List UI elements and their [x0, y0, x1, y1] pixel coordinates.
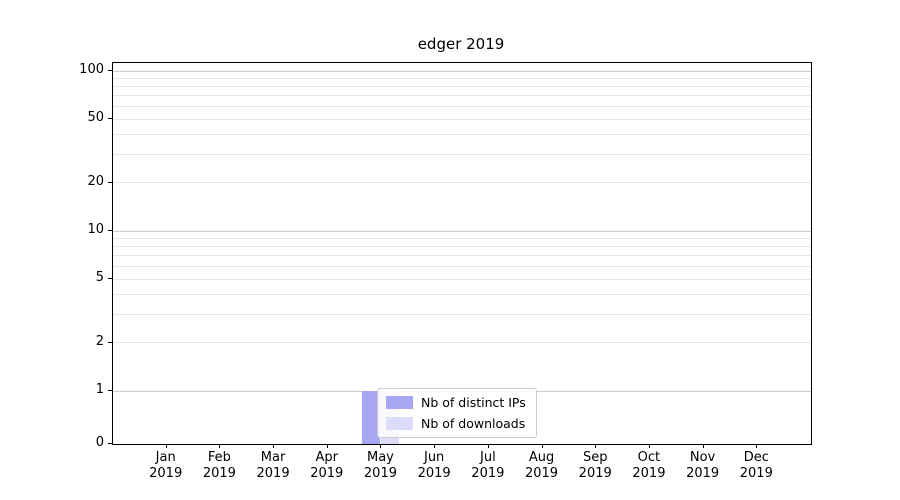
- x-tick-label-jul-2019: Jul 2019: [471, 450, 505, 481]
- gridline-y-10: [113, 230, 811, 232]
- x-tick-mark-feb-2019: [219, 444, 221, 448]
- legend-swatch-distinct-ips-icon: [386, 396, 413, 409]
- gridline-y-100: [113, 70, 811, 72]
- gridline-y-20: [113, 182, 811, 184]
- gridline-y-60: [113, 105, 811, 107]
- x-tick-label-mar-2019: Mar 2019: [256, 450, 290, 481]
- x-tick-mark-dec-2019: [756, 444, 758, 448]
- y-tick-label-0: 0: [95, 435, 104, 450]
- gridline-y-6: [113, 265, 811, 267]
- x-tick-mark-aug-2019: [541, 444, 543, 448]
- x-tick-label-apr-2019: Apr 2019: [310, 450, 344, 481]
- y-tick-mark-5: [108, 278, 112, 280]
- gridline-y-50: [113, 118, 811, 120]
- legend-label-downloads: Nb of downloads: [421, 416, 526, 431]
- x-tick-mark-apr-2019: [326, 444, 328, 448]
- x-tick-mark-mar-2019: [273, 444, 275, 448]
- gridline-y-5: [113, 278, 811, 280]
- y-tick-label-1: 1: [95, 382, 104, 397]
- y-tick-mark-20: [108, 181, 112, 183]
- x-tick-label-nov-2019: Nov 2019: [686, 450, 720, 481]
- legend: Nb of distinct IPs Nb of downloads: [377, 388, 537, 438]
- x-tick-mark-jan-2019: [165, 444, 167, 448]
- x-tick-label-feb-2019: Feb 2019: [202, 450, 236, 481]
- x-tick-mark-sep-2019: [595, 444, 597, 448]
- x-tick-label-aug-2019: Aug 2019: [524, 450, 559, 481]
- gridline-y-70: [113, 95, 811, 97]
- gridline-y-90: [113, 77, 811, 79]
- legend-swatch-downloads-icon: [386, 417, 413, 430]
- gridline-y-30: [113, 154, 811, 156]
- y-tick-mark-100: [108, 70, 112, 71]
- gridline-y-4: [113, 294, 811, 296]
- x-tick-label-oct-2019: Oct 2019: [632, 450, 666, 481]
- x-tick-label-may-2019: May 2019: [363, 450, 397, 481]
- x-tick-label-jan-2019: Jan 2019: [149, 450, 183, 481]
- x-tick-label-jun-2019: Jun 2019: [417, 450, 451, 481]
- x-tick-label-dec-2019: Dec 2019: [739, 450, 773, 481]
- y-tick-mark-0: [108, 443, 112, 444]
- y-tick-mark-50: [108, 118, 112, 120]
- gridline-y-80: [113, 86, 811, 87]
- y-tick-label-2: 2: [95, 333, 104, 349]
- legend-item-distinct-ips: Nb of distinct IPs: [386, 395, 526, 410]
- chart-title: edger 2019: [417, 35, 505, 53]
- y-tick-label-100: 100: [79, 62, 104, 77]
- y-tick-label-10: 10: [87, 222, 104, 237]
- x-tick-mark-jul-2019: [487, 444, 489, 448]
- bar-nb-of-distinct-ips-may-2019: [362, 391, 381, 444]
- x-tick-label-sep-2019: Sep 2019: [578, 450, 612, 481]
- x-tick-mark-may-2019: [380, 444, 382, 448]
- gridline-y-7: [113, 255, 811, 257]
- x-tick-mark-nov-2019: [702, 444, 704, 448]
- y-tick-label-5: 5: [95, 270, 104, 286]
- y-tick-mark-2: [108, 341, 112, 343]
- y-tick-mark-1: [108, 390, 112, 391]
- gridline-y-40: [113, 134, 811, 136]
- legend-label-distinct-ips: Nb of distinct IPs: [421, 395, 526, 410]
- x-tick-mark-oct-2019: [648, 444, 650, 448]
- gridline-y-8: [113, 246, 811, 247]
- y-tick-mark-10: [108, 230, 112, 231]
- y-tick-label-20: 20: [87, 173, 104, 189]
- gridline-y-9: [113, 237, 811, 239]
- legend-item-downloads: Nb of downloads: [386, 416, 526, 431]
- gridline-y-3: [113, 314, 811, 316]
- x-tick-mark-jun-2019: [434, 444, 436, 448]
- y-tick-label-50: 50: [87, 110, 104, 126]
- gridline-y-2: [113, 342, 811, 344]
